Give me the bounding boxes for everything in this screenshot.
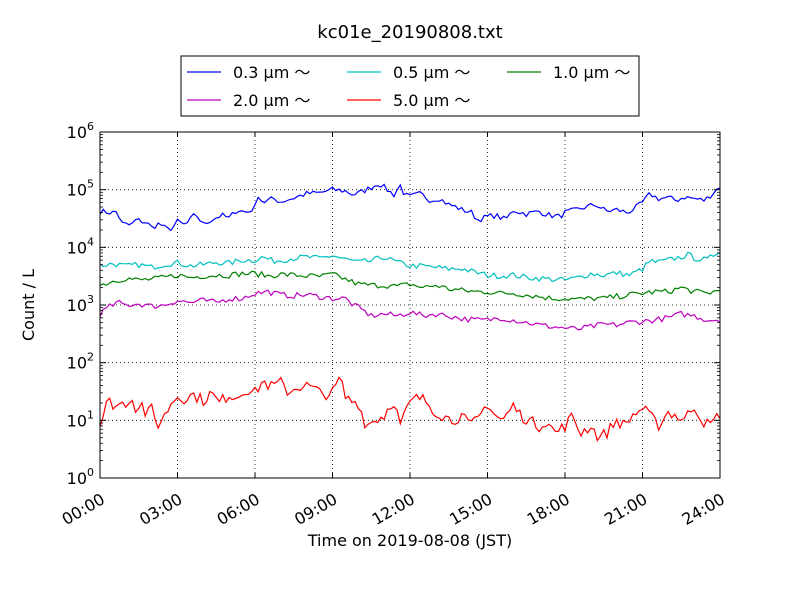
x-tick-label: 12:00 — [369, 489, 418, 529]
x-axis-label: Time on 2019-08-08 (JST) — [307, 531, 512, 550]
grid — [100, 132, 720, 478]
legend-label: 2.0 μm ～ — [233, 91, 310, 110]
x-tick-label: 15:00 — [446, 489, 495, 529]
x-tick-label: 00:00 — [59, 489, 108, 529]
x-tick-label: 09:00 — [291, 489, 340, 529]
y-tick-label: 106 — [67, 120, 94, 142]
x-tick-label: 06:00 — [214, 489, 263, 529]
series-line-0 — [99, 183, 721, 232]
series-line-4 — [99, 376, 721, 443]
y-tick-label: 104 — [67, 235, 94, 257]
legend-label: 0.5 μm ～ — [393, 63, 470, 82]
y-tick-label: 100 — [67, 466, 94, 488]
plot-series — [99, 183, 721, 443]
series-line-2 — [99, 270, 720, 302]
legend-label: 5.0 μm ～ — [393, 91, 470, 110]
x-tick-label: 24:00 — [679, 489, 728, 529]
legend-label: 1.0 μm ～ — [553, 63, 630, 82]
y-tick-label: 103 — [67, 293, 94, 315]
x-tick-label: 21:00 — [601, 489, 650, 529]
y-tick-label: 105 — [67, 178, 94, 200]
legend-box — [180, 55, 640, 117]
y-tick-label: 102 — [67, 351, 94, 373]
legend: 0.3 μm ～ 0.5 μm ～ 1.0 μm ～ 2.0 μm ～ 5.0 μm ～ — [180, 55, 640, 117]
chart-title: kc01e_20190808.txt — [317, 22, 502, 43]
y-tick-label: 101 — [67, 408, 94, 430]
series-line-1 — [99, 251, 721, 283]
legend-label: 0.3 μm ～ — [233, 63, 310, 82]
ticks: 00:00 03:00 06:00 09:00 12:00 15:00 18:00 21:00… — [59, 120, 728, 529]
series-line-3 — [99, 289, 721, 331]
y-axis-label: Count / L — [19, 269, 38, 341]
x-tick-label: 18:00 — [524, 489, 573, 529]
x-tick-label: 03:00 — [136, 489, 185, 529]
